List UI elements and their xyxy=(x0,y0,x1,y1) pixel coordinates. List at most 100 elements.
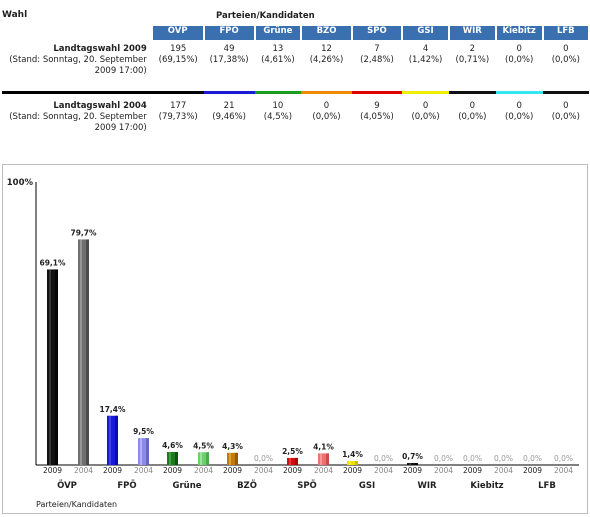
party-color-bar xyxy=(301,91,352,94)
bar-year-label: 2009 xyxy=(163,466,182,475)
x-tick-label: ÖVP xyxy=(57,480,77,491)
bar-2004 xyxy=(138,438,149,465)
chart-frame: 100% 69,1% 2009 79,7% 2004 ÖVP 17,4% 2009 9,5% 20… xyxy=(2,164,588,514)
bar-shadow xyxy=(115,415,118,465)
result-cell: 2 (0,71%) xyxy=(455,44,490,65)
result-cell: 21 (9,46%) xyxy=(212,101,246,122)
party-color-bar xyxy=(402,91,449,94)
x-tick-label: BZÖ xyxy=(237,480,257,491)
party-header[interactable]: WIR xyxy=(448,26,497,40)
party-header[interactable]: GSI xyxy=(402,26,450,40)
party-color-bar xyxy=(254,91,302,94)
x-tick-label: SPÖ xyxy=(297,480,317,491)
result-cell: 0 (0,0%) xyxy=(505,101,534,122)
result-cell: 0 (0,0%) xyxy=(551,44,580,65)
data-label: 4,5% xyxy=(193,441,214,450)
bar-highlight xyxy=(349,461,351,465)
x-tick-label: WIR xyxy=(417,481,437,491)
bar-year-label: 2004 xyxy=(134,466,153,475)
data-label: 4,3% xyxy=(222,442,243,451)
bar-highlight xyxy=(49,269,51,465)
bar-2009 xyxy=(107,415,118,465)
party-header[interactable]: Kiebitz xyxy=(495,26,544,40)
bar-year-label: 2009 xyxy=(283,466,302,475)
x-tick-label: Grüne xyxy=(172,481,201,491)
table-row: Landtagswahl 2009 (Stand: Sonntag, 20. S… xyxy=(2,40,589,91)
data-label: 4,1% xyxy=(313,442,334,451)
bar-highlight xyxy=(80,239,82,465)
election-title: Landtagswahl 2009 xyxy=(53,44,147,54)
bar-2009 xyxy=(347,461,358,465)
result-cell: 0 (0,0%) xyxy=(505,44,534,65)
bar-highlight xyxy=(200,452,202,465)
data-label: 2,5% xyxy=(282,447,303,456)
bar-highlight xyxy=(320,453,322,465)
data-label: 0,0% xyxy=(434,454,453,463)
data-label: 0,0% xyxy=(554,454,573,463)
bar-year-label: 2004 xyxy=(434,466,453,475)
bar-shadow xyxy=(175,451,178,465)
result-cell: 4 (1,42%) xyxy=(408,44,443,65)
bar-2004 xyxy=(318,453,329,465)
data-label: 4,6% xyxy=(162,441,183,450)
party-header[interactable]: LFB xyxy=(542,26,590,40)
result-cell: 9 (4,05%) xyxy=(360,101,394,122)
x-axis-label: Parteien/Kandidaten xyxy=(36,500,117,509)
x-tick-label: FPÖ xyxy=(117,480,136,491)
result-cell: 177 (79,73%) xyxy=(158,101,198,122)
result-cell: 195 (69,15%) xyxy=(158,44,198,65)
bar-year-label: 2009 xyxy=(403,466,422,475)
party-header[interactable]: Grüne xyxy=(254,26,303,40)
bar-2009 xyxy=(47,269,58,465)
bar-highlight xyxy=(169,451,171,465)
party-header[interactable]: BZÖ xyxy=(301,26,353,40)
bar-2004 xyxy=(78,239,89,465)
bar-year-label: 2004 xyxy=(494,466,513,475)
bar-year-label: 2009 xyxy=(43,466,62,475)
wahl-header: Wahl xyxy=(2,10,28,20)
party-header[interactable]: ÖVP xyxy=(152,26,205,40)
bar-year-label: 2004 xyxy=(74,466,93,475)
data-label: 1,4% xyxy=(342,450,363,459)
bar-chart: 100% 69,1% 2009 79,7% 2004 ÖVP 17,4% 2009 9,5% 20… xyxy=(7,178,579,509)
party-color-bar xyxy=(351,91,403,94)
x-tick-label: Kiebitz xyxy=(470,481,503,491)
result-cell: 0 (0,0%) xyxy=(411,101,440,122)
result-cell: 0 (0,0%) xyxy=(312,101,341,122)
bar-shadow xyxy=(326,453,329,465)
party-header[interactable]: FPÖ xyxy=(203,26,256,40)
bar-highlight xyxy=(289,457,291,465)
bar-highlight xyxy=(229,452,231,465)
bar-year-label: 2009 xyxy=(343,466,362,475)
bar-highlight xyxy=(140,438,142,465)
bar-year-label: 2009 xyxy=(463,466,482,475)
bar-2009 xyxy=(167,451,178,465)
bar-shadow xyxy=(55,269,58,465)
party-header-row: ÖVP FPÖ Grüne BZÖ SPÖ GSI WIR Kiebitz LF… xyxy=(2,26,590,40)
data-label: 0,0% xyxy=(463,454,482,463)
data-label: 0,0% xyxy=(523,454,542,463)
data-label: 0,0% xyxy=(494,454,513,463)
data-label: 0,7% xyxy=(402,452,423,461)
parteien-header: Parteien/Kandidaten xyxy=(216,11,315,21)
bar-shadow xyxy=(415,463,418,465)
x-tick-label: LFB xyxy=(538,481,556,491)
result-cell: 7 (2,48%) xyxy=(360,44,394,65)
bar-2009 xyxy=(227,452,238,465)
bar-shadow xyxy=(295,457,298,465)
data-label: 69,1% xyxy=(39,258,66,267)
bar-shadow xyxy=(206,452,209,465)
bar-2009 xyxy=(407,463,418,465)
y-max-label: 100% xyxy=(7,178,34,188)
election-title: Landtagswahl 2004 xyxy=(53,101,147,111)
result-cell: 10 (4,5%) xyxy=(263,101,293,122)
party-header[interactable]: SPÖ xyxy=(351,26,404,40)
party-color-bar xyxy=(203,91,255,94)
result-cell: 13 (4,61%) xyxy=(261,44,295,65)
bar-shadow xyxy=(235,452,238,465)
party-color-bar xyxy=(495,91,543,94)
data-label: 0,0% xyxy=(254,454,273,463)
data-label: 9,5% xyxy=(133,427,154,436)
x-tick-label: GSI xyxy=(359,481,375,491)
bar-year-label: 2004 xyxy=(194,466,213,475)
